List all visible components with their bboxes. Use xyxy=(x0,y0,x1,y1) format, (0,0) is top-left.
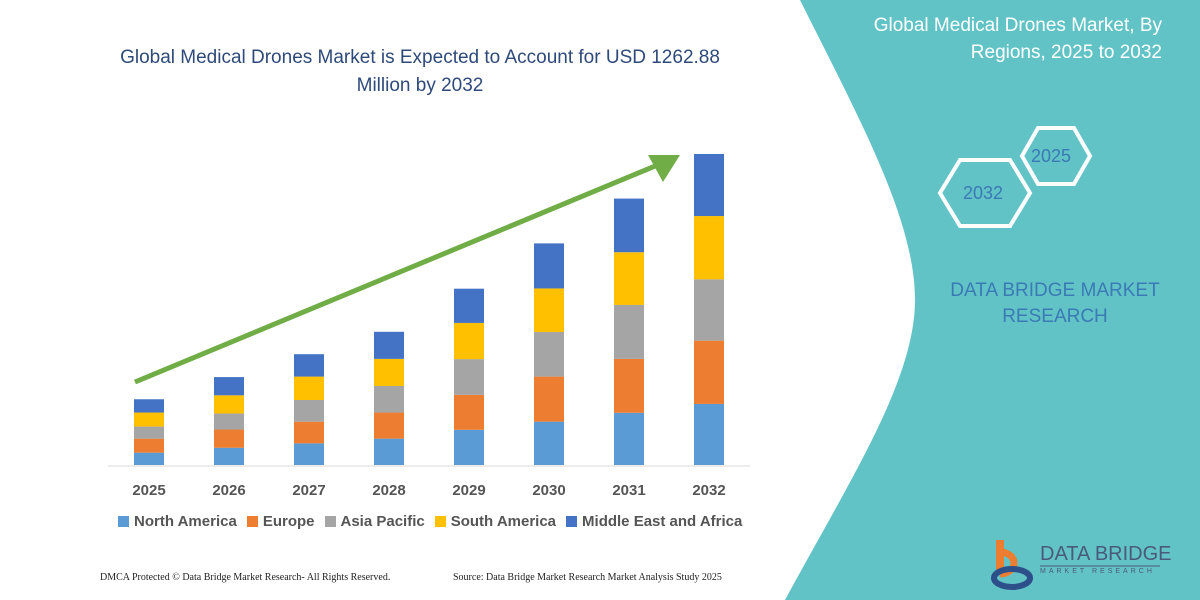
hexagon-2025 xyxy=(1019,126,1093,186)
bar-segment-2029-europe xyxy=(454,394,484,430)
bar-segment-2029-asia-pacific xyxy=(454,359,484,395)
bar-segment-2025-north-america xyxy=(134,452,164,465)
legend-swatch xyxy=(118,516,129,527)
chart-title: Global Medical Drones Market is Expected… xyxy=(120,47,720,96)
hexagon-2032 xyxy=(937,158,1033,228)
bar-segment-2032-asia-pacific xyxy=(694,279,724,341)
hex-label-start: 2025 xyxy=(1031,146,1072,166)
legend-swatch xyxy=(566,516,578,527)
x-tick-label: 2032 xyxy=(692,482,725,499)
legend-swatch xyxy=(434,516,446,527)
bar-segment-2030-europe xyxy=(534,376,564,422)
bar-segment-2028-asia-pacific xyxy=(374,385,404,413)
legend-item: South America xyxy=(434,513,557,530)
bar-segment-2027-middle-east-and-africa xyxy=(294,354,324,377)
x-tick-label: 2025 xyxy=(132,482,165,499)
bar-segment-2026-asia-pacific xyxy=(214,413,244,430)
x-tick-label: 2030 xyxy=(532,482,565,499)
bar-segment-2026-south-america xyxy=(214,395,244,414)
bar-segment-2026-middle-east-and-africa xyxy=(214,377,244,396)
legend-item: Asia Pacific xyxy=(324,513,425,530)
bar-segment-2025-south-america xyxy=(134,412,164,427)
legend-swatch xyxy=(246,516,258,527)
bar-segment-2029-middle-east-and-africa xyxy=(454,288,484,323)
bar-segment-2030-middle-east-and-africa xyxy=(534,243,564,289)
bar-segment-2030-asia-pacific xyxy=(534,332,564,377)
legend-item: North America xyxy=(118,513,237,530)
bar-segment-2029-north-america xyxy=(454,429,484,465)
bar-segment-2031-middle-east-and-africa xyxy=(614,198,644,253)
bar-segment-2026-europe xyxy=(214,429,244,448)
legend-item: Middle East and Africa xyxy=(566,513,742,530)
bar-segment-2031-south-america xyxy=(614,252,644,305)
bar-segment-2028-europe xyxy=(374,412,404,439)
side-panel xyxy=(785,0,1200,600)
logo-text: DATA BRIDGE xyxy=(1040,543,1172,565)
bar-segment-2027-asia-pacific xyxy=(294,399,324,422)
bar-segment-2025-middle-east-and-africa xyxy=(134,399,164,413)
bar-segment-2030-south-america xyxy=(534,288,564,333)
legend-label: Asia Pacific xyxy=(340,513,425,530)
bar-segment-2025-asia-pacific xyxy=(134,426,164,439)
bar-segment-2028-middle-east-and-africa xyxy=(374,331,404,359)
bar-segment-2031-north-america xyxy=(614,412,644,465)
bar-segment-2032-middle-east-and-africa xyxy=(694,154,724,217)
bar-segment-2031-asia-pacific xyxy=(614,304,644,359)
x-tick-label: 2028 xyxy=(372,482,405,499)
bar-segment-2028-south-america xyxy=(374,358,404,386)
legend-label: North America xyxy=(134,513,237,530)
side-title: Global Medical Drones Market, By Regions… xyxy=(873,15,1162,63)
x-tick-label: 2026 xyxy=(212,482,245,499)
bar-segment-2030-north-america xyxy=(534,421,564,465)
legend-label: Middle East and Africa xyxy=(582,513,743,530)
bar-segment-2025-europe xyxy=(134,438,164,453)
legend-swatch xyxy=(324,516,336,527)
footer-source: Source: Data Bridge Market Research Mark… xyxy=(453,572,722,583)
logo-icon xyxy=(991,540,1033,590)
legend: North America Europe Asia Pacific South Ame… xyxy=(118,513,742,530)
stacked-bar-chart: 2025 2026 2027 2028 2029 2030 2031 2032 xyxy=(108,154,750,499)
trend-arrow-head xyxy=(648,155,680,182)
bar-segment-2027-europe xyxy=(294,421,324,444)
bar-segment-2027-south-america xyxy=(294,376,324,400)
legend-label: South America xyxy=(450,513,557,530)
footer-copyright: DMCA Protected © Data Bridge Market Rese… xyxy=(100,572,391,583)
bar-segment-2026-north-america xyxy=(214,447,244,465)
legend-item: Europe xyxy=(246,513,315,530)
trend-arrow-line xyxy=(134,161,661,385)
bar-segment-2027-north-america xyxy=(294,443,324,465)
brand-name: DATA BRIDGE MARKET RESEARCH xyxy=(950,280,1160,327)
hex-label-end: 2032 xyxy=(963,183,1004,203)
x-tick-label: 2031 xyxy=(612,482,645,499)
bar-segment-2032-north-america xyxy=(694,403,724,465)
bar-segment-2029-south-america xyxy=(454,322,484,360)
x-tick-label: 2027 xyxy=(292,482,325,499)
bar-segment-2032-europe xyxy=(694,340,724,404)
x-tick-label: 2029 xyxy=(452,482,485,499)
bar-segment-2032-south-america xyxy=(694,216,724,280)
bar-segment-2028-north-america xyxy=(374,438,404,465)
logo-subtext: MARKET RESEARCH xyxy=(1040,568,1155,575)
bar-segment-2031-europe xyxy=(614,358,644,413)
legend-label: Europe xyxy=(262,513,315,530)
